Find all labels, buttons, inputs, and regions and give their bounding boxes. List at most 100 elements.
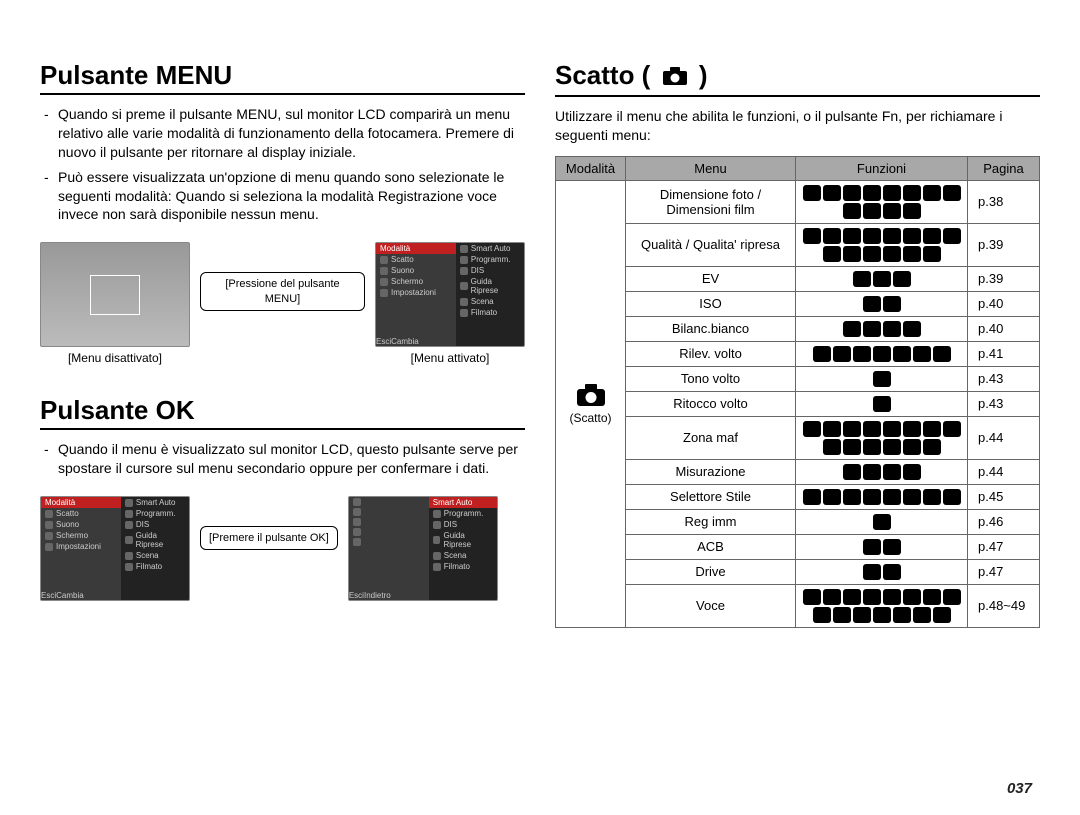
mode-icon <box>843 185 861 201</box>
lcd-menu-after: Smart Auto Programm. DIS Guida Riprese S… <box>348 496 498 601</box>
menu-name-cell: Voce <box>626 584 796 627</box>
sound-icon <box>380 267 388 275</box>
page-cell: p.38 <box>968 180 1040 223</box>
menu-name-cell: ISO <box>626 291 796 316</box>
menu-desc-item: Quando si preme il pulsante MENU, sul mo… <box>58 105 525 162</box>
functions-cell <box>796 459 968 484</box>
mode-icon <box>903 589 921 605</box>
menu-name-cell: EV <box>626 266 796 291</box>
heading-scatto: Scatto ( ) <box>555 60 1040 97</box>
mode-icon <box>883 489 901 505</box>
left-column: Pulsante MENU Quando si preme il pulsant… <box>40 60 525 631</box>
functions-cell <box>796 391 968 416</box>
menu-desc-list: Quando si preme il pulsante MENU, sul mo… <box>40 105 525 224</box>
mode-icon <box>823 439 841 455</box>
page-cell: p.39 <box>968 266 1040 291</box>
th-modalita: Modalità <box>556 156 626 180</box>
mode-icon <box>913 607 931 623</box>
menu-name-cell: Ritocco volto <box>626 391 796 416</box>
table-row: Rilev. voltop.41 <box>556 341 1040 366</box>
scatto-intro: Utilizzare il menu che abilita le funzio… <box>555 107 1040 146</box>
gear-icon <box>380 289 388 297</box>
program-icon <box>460 256 468 264</box>
mode-icon <box>883 246 901 262</box>
mode-icon <box>873 371 891 387</box>
mode-icon <box>863 489 881 505</box>
functions-cell <box>796 266 968 291</box>
mode-icon <box>873 514 891 530</box>
functions-cell <box>796 416 968 459</box>
mode-icon <box>883 421 901 437</box>
mode-icon <box>873 346 891 362</box>
heading-pulsante-ok: Pulsante OK <box>40 395 525 430</box>
functions-cell <box>796 223 968 266</box>
mode-icon <box>883 564 901 580</box>
mode-icon <box>823 185 841 201</box>
mode-label: (Scatto) <box>569 411 611 425</box>
mode-icon <box>843 246 861 262</box>
mode-icon <box>893 346 911 362</box>
page-cell: p.48~49 <box>968 584 1040 627</box>
menu-header-2: Modalità <box>41 497 121 508</box>
menu-name-cell: Drive <box>626 559 796 584</box>
mode-icon <box>893 607 911 623</box>
mode-icon <box>833 607 851 623</box>
page-number: 037 <box>1007 780 1032 797</box>
page-cell: p.40 <box>968 316 1040 341</box>
dis-icon <box>460 267 468 275</box>
mode-icon <box>803 489 821 505</box>
mode-icon <box>883 296 901 312</box>
mode-icon <box>923 185 941 201</box>
mode-icon <box>923 246 941 262</box>
mode-icon <box>903 489 921 505</box>
shot-menu-on: Modalità Scatto Suono Schermo Impostazio… <box>375 242 525 365</box>
mode-icon <box>863 439 881 455</box>
mode-icon <box>943 185 961 201</box>
mode-icon <box>923 421 941 437</box>
table-row: (Scatto)Dimensione foto / Dimensioni fil… <box>556 180 1040 223</box>
shot-ok-before: Modalità Scatto Suono Schermo Impostazio… <box>40 496 190 601</box>
menu-name-cell: Zona maf <box>626 416 796 459</box>
mode-icon <box>833 346 851 362</box>
mode-icon <box>943 228 961 244</box>
menu-name-cell: Dimensione foto / Dimensioni film <box>626 180 796 223</box>
mode-icon <box>823 246 841 262</box>
page-cell: p.43 <box>968 391 1040 416</box>
mode-icon <box>843 489 861 505</box>
mode-icon <box>923 228 941 244</box>
functions-cell <box>796 366 968 391</box>
mode-icon <box>883 439 901 455</box>
mode-icon <box>903 228 921 244</box>
menu-name-cell: Misurazione <box>626 459 796 484</box>
menu-name-cell: Qualità / Qualita' ripresa <box>626 223 796 266</box>
mode-icon <box>883 203 901 219</box>
lcd-photo-preview <box>40 242 190 347</box>
ok-desc-list: Quando il menu è visualizzato sul monito… <box>40 440 525 478</box>
right-column: Scatto ( ) Utilizzare il menu che abilit… <box>555 60 1040 631</box>
table-row: EV p.39 <box>556 266 1040 291</box>
table-row: Ritocco volto p.43 <box>556 391 1040 416</box>
mode-icon <box>853 346 871 362</box>
arrow-label-ok: [Premere il pulsante OK] <box>200 526 338 550</box>
caption-menu-off: [Menu disattivato] <box>68 351 162 365</box>
lcd-menu-before: Modalità Scatto Suono Schermo Impostazio… <box>40 496 190 601</box>
mode-icon <box>843 439 861 455</box>
mode-icon <box>863 564 881 580</box>
mode-icon <box>903 421 921 437</box>
menu-screenshots: [Menu disattivato] [Pressione del pulsan… <box>40 242 525 365</box>
mode-icon <box>863 228 881 244</box>
mode-icon <box>943 589 961 605</box>
mode-icon <box>863 246 881 262</box>
mode-icon <box>843 421 861 437</box>
heading-pulsante-menu: Pulsante MENU <box>40 60 525 95</box>
mode-icon <box>803 185 821 201</box>
mode-icon <box>823 228 841 244</box>
functions-cell <box>796 316 968 341</box>
mode-icon <box>893 271 911 287</box>
table-row: Tono voltop.43 <box>556 366 1040 391</box>
scene-icon <box>460 298 468 306</box>
mode-icon <box>873 396 891 412</box>
display-icon <box>380 278 388 286</box>
th-pagina: Pagina <box>968 156 1040 180</box>
mode-icon <box>903 464 921 480</box>
